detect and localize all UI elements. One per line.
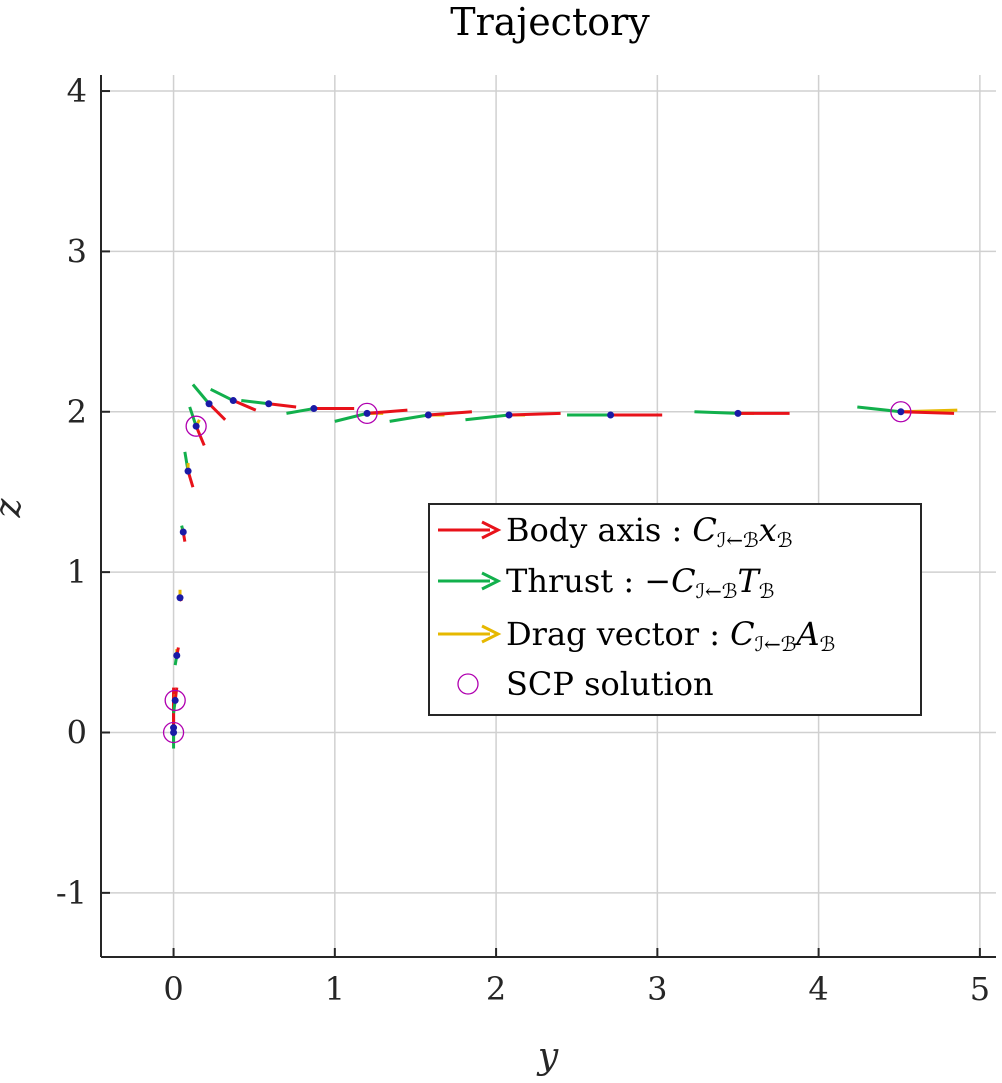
trajectory-point: [205, 400, 213, 408]
body-axis-vector: [207, 402, 227, 421]
scp-solution-marker: [185, 415, 207, 437]
trajectory-point: [265, 400, 273, 408]
scp-solution-marker: [162, 721, 185, 744]
thrust-vector: [191, 383, 211, 405]
x-axis-label: y: [536, 1036, 559, 1077]
legend-body_axis-arrowhead: [481, 520, 502, 540]
scp-solution-marker: [890, 401, 912, 423]
y-tick-label: 1: [67, 553, 87, 591]
x-tick-label: 1: [325, 970, 345, 1008]
y-axis-label: z: [0, 497, 29, 518]
trajectory-point: [424, 411, 432, 419]
y-tick-label: 0: [67, 713, 87, 751]
x-tick-label: 4: [808, 970, 828, 1008]
x-tick-label: 2: [486, 970, 506, 1008]
trajectory-point: [897, 408, 905, 416]
thrust-vector: [694, 410, 739, 415]
trajectory-point: [310, 405, 318, 413]
trajectory-point: [192, 422, 200, 430]
body-axis-vector: [900, 410, 955, 415]
body-axis-vector: [366, 408, 408, 415]
x-tick-label: 3: [647, 970, 667, 1008]
trajectory-point: [171, 696, 179, 704]
legend: Body axis : Cℐ←ℬxℬ Thrust : −Cℐ←ℬTℬ Drag v…: [428, 503, 922, 716]
thrust-vector: [334, 411, 368, 423]
trajectory-point: [607, 411, 615, 419]
trajectory-point: [734, 409, 742, 417]
legend-thrust-label: Thrust : −Cℐ←ℬTℬ: [506, 562, 775, 603]
body-axis-vector: [508, 411, 561, 417]
trajectory-point: [173, 652, 181, 660]
ticks: 0 1 2 3 4 5 -1 0 1 2 3 4: [56, 72, 990, 1008]
thrust-vector: [209, 387, 234, 402]
legend-scp-marker: [457, 673, 479, 695]
scp-solution-marker: [356, 402, 378, 425]
legend-scp-label: SCP solution: [506, 665, 714, 703]
trajectory-point: [170, 724, 178, 732]
legend-drag-arrowhead: [481, 624, 502, 644]
plot-area: [162, 383, 958, 749]
trajectory-point: [184, 467, 192, 475]
y-tick-label: -1: [56, 874, 87, 912]
chart-title: Trajectory: [450, 0, 650, 44]
body-axis-vector: [428, 410, 473, 417]
x-tick-label: 0: [163, 970, 183, 1008]
thrust-vector: [857, 405, 902, 414]
body-axis-vector: [268, 402, 297, 409]
body-axis-vector: [232, 399, 257, 412]
legend-box: [428, 503, 922, 716]
y-tick-label: 3: [67, 232, 87, 270]
y-tick-label: 4: [67, 72, 87, 110]
thrust-vector: [241, 399, 269, 406]
trajectory-point: [170, 728, 178, 736]
thrust-vector: [286, 407, 315, 415]
thrust-vector: [389, 413, 429, 423]
trajectory-point: [363, 409, 371, 417]
legend-body_axis-label: Body axis : Cℐ←ℬxℬ: [506, 511, 793, 552]
legend-drag-label: Drag vector : Cℐ←ℬAℬ: [506, 615, 835, 656]
trajectory-point: [229, 397, 237, 405]
thrust-vector: [465, 413, 510, 422]
legend-thrust-arrowhead: [481, 571, 502, 591]
trajectory-point: [179, 528, 187, 536]
x-tick-label: 5: [970, 970, 990, 1008]
axes: [100, 75, 996, 958]
trajectory-point: [176, 594, 184, 602]
trajectory-point: [505, 411, 513, 419]
y-tick-label: 2: [67, 393, 87, 431]
scp-solution-marker: [164, 689, 186, 712]
